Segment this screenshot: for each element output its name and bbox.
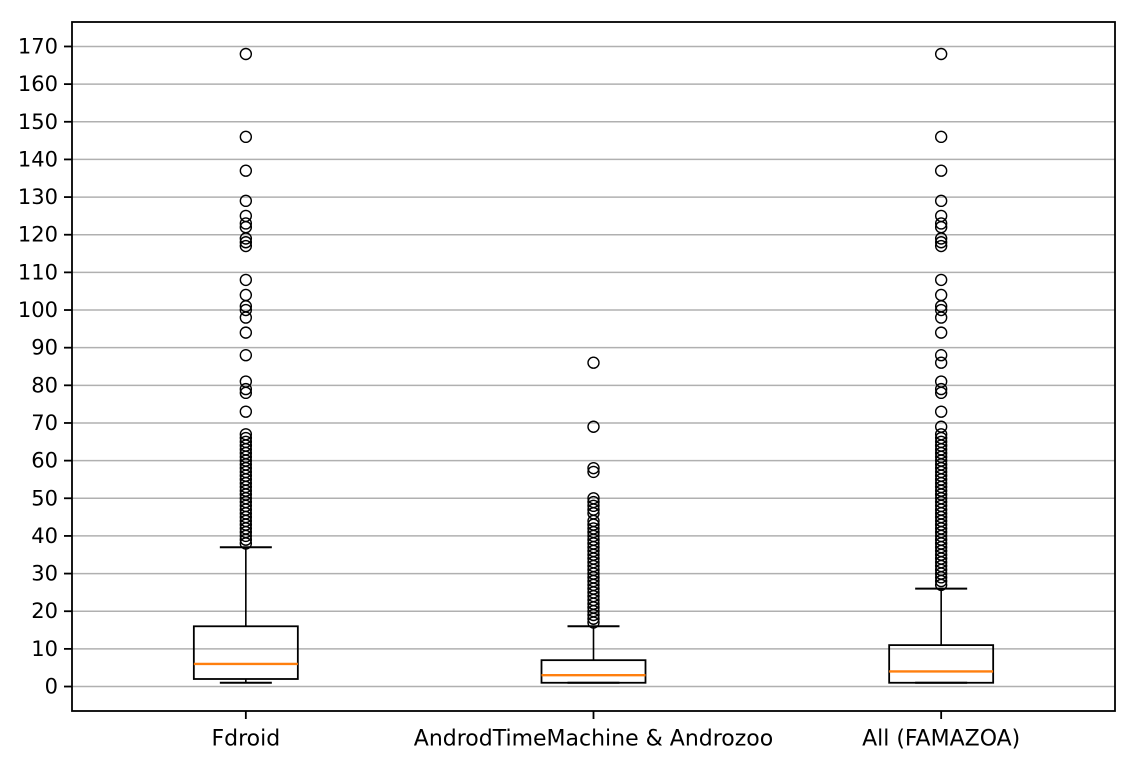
outlier-point [934,47,948,61]
y-tick-label: 140 [18,147,58,171]
outlier-point [934,303,948,317]
outlier-point [934,288,948,302]
y-tick-label: 170 [18,34,58,58]
y-tick-label: 50 [31,486,58,510]
outlier-point [239,428,253,441]
y-tick-label: 90 [31,336,58,360]
x-tick-label: All (FAMAZOA) [862,727,1020,752]
outliers-androdtimemachine-androzoo [587,356,600,629]
y-tick-label: 100 [18,298,58,322]
y-tick-label: 150 [18,110,58,134]
box [888,644,995,684]
outlier-point [934,420,948,433]
y-tick-label: 80 [31,373,58,397]
outlier-point [239,288,253,302]
outlier-point [239,194,253,208]
outlier-point [587,492,600,505]
y-tick-label: 60 [31,449,58,473]
outlier-point [239,130,253,144]
outlier-point [587,465,600,479]
outlier-point [934,130,948,144]
y-tick-label: 130 [18,185,58,209]
outlier-point [239,217,253,230]
outlier-point [934,326,948,339]
outlier-point [239,273,253,287]
y-tick-label: 70 [31,411,58,435]
outlier-point [934,217,948,230]
outlier-point [239,236,253,249]
box [540,659,647,684]
outlier-point [587,522,600,535]
y-tick-label: 120 [18,223,58,247]
outlier-point [934,349,948,362]
x-tick-label: Fdroid [211,727,280,752]
y-tick-label: 10 [31,637,58,661]
y-axis: 0 10 20 30 40 50 60 70 80 90 100 110 120 130 140 150 160… [18,34,72,699]
x-tick-label: AndrodTimeMachine & Androzoo [414,727,773,752]
outlier-point [934,405,948,418]
outlier-point [239,435,253,449]
outlier-point [239,326,253,339]
outlier-point [239,47,253,61]
y-tick-label: 0 [45,675,58,699]
x-axis: Fdroid AndrodTimeMachine & Androzoo All (F… [211,711,1020,752]
y-tick-label: 110 [18,260,58,284]
outlier-point [239,239,253,253]
y-tick-label: 40 [31,524,58,548]
grid-layer [72,45,1115,688]
outlier-point [239,431,253,445]
outlier-point [239,375,253,388]
outlier-point [934,236,948,249]
outlier-point [934,164,948,177]
outliers-all-famazoa [934,47,948,592]
outlier-point [239,382,253,396]
outlier-point [934,435,948,449]
boxplot-fdroid [192,47,299,684]
outlier-point [934,209,948,223]
outlier-point [934,428,948,441]
outlier-point [587,420,600,433]
y-tick-label: 30 [31,562,58,586]
outlier-point [239,209,253,223]
outlier-point [587,499,600,513]
box [192,625,299,680]
outlier-point [239,303,253,317]
outlier-point [934,194,948,208]
boxplot-all-famazoa [888,47,995,684]
outlier-point [239,349,253,362]
y-tick-label: 160 [18,72,58,96]
outlier-point [239,405,253,418]
outlier-point [934,375,948,388]
outlier-point [934,356,948,369]
outlier-point [587,495,600,509]
outlier-point [934,273,948,287]
outlier-point [934,239,948,253]
outlier-point [587,356,600,369]
outlier-point [239,164,253,177]
outliers-fdroid [239,47,253,550]
outlier-point [934,382,948,396]
y-tick-label: 20 [31,599,58,623]
outlier-point [587,461,600,475]
boxplot-androdtimemachine-androzoo [540,356,647,684]
